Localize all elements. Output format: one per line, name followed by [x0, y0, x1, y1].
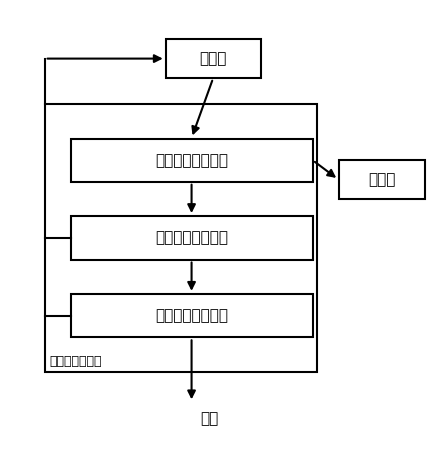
FancyBboxPatch shape: [70, 294, 312, 338]
Text: 第二级反渗透系统: 第二级反渗透系统: [155, 230, 227, 245]
Text: 原料槽: 原料槽: [199, 51, 227, 66]
Text: 浓缩槽: 浓缩槽: [367, 172, 395, 187]
FancyBboxPatch shape: [70, 139, 312, 182]
FancyBboxPatch shape: [165, 39, 260, 78]
Bar: [45, 104, 316, 372]
Text: 净水: 净水: [200, 411, 218, 426]
FancyBboxPatch shape: [338, 160, 424, 199]
FancyBboxPatch shape: [70, 216, 312, 260]
Text: 第三级反渗透系统: 第三级反渗透系统: [155, 308, 227, 323]
Text: 反渗透浓缩单元: 反渗透浓缩单元: [49, 355, 101, 368]
Text: 第一级反渗透系统: 第一级反渗透系统: [155, 153, 227, 168]
